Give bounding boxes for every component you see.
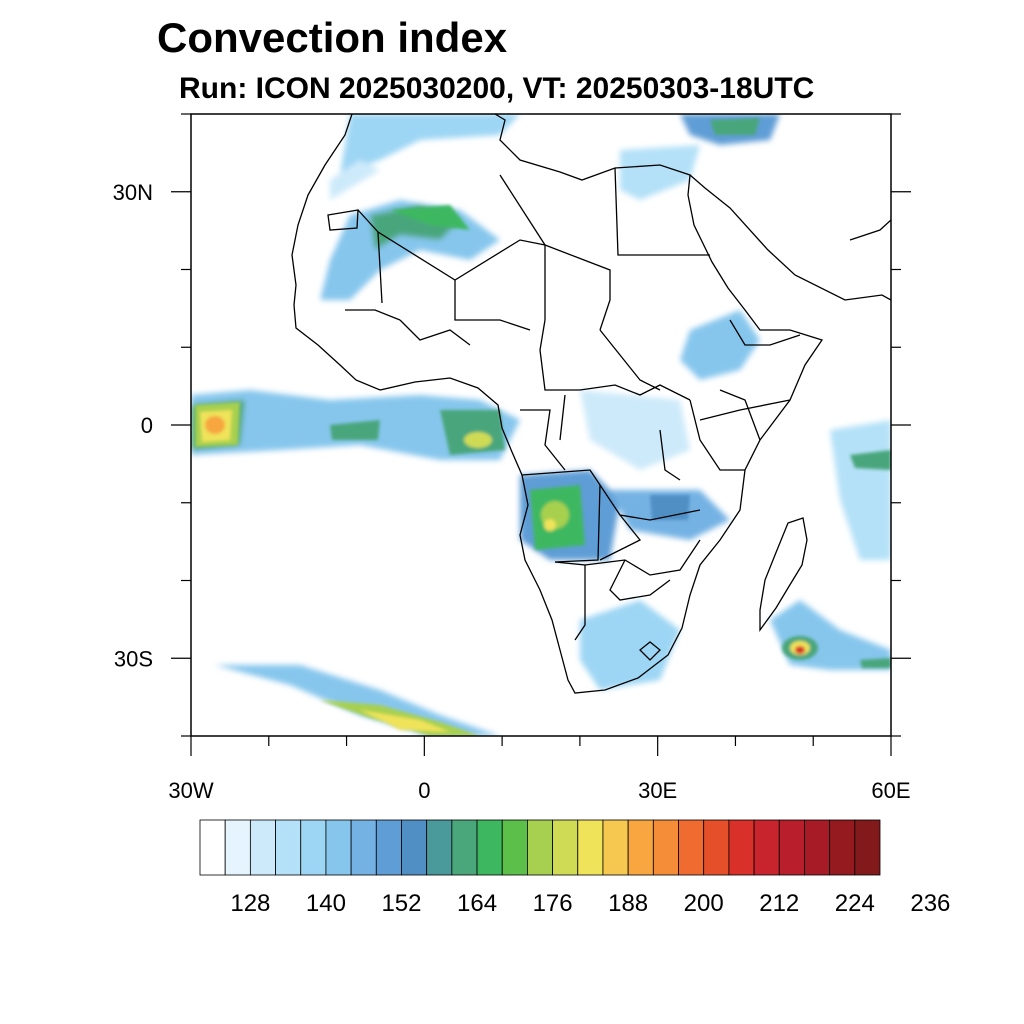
colorbar-swatch — [501, 819, 528, 876]
colorbar-tick-label: 164 — [457, 890, 497, 917]
colorbar-swatch — [249, 819, 276, 876]
colorbar-swatch — [527, 819, 553, 876]
colorbar-swatch — [350, 819, 377, 876]
colorbar-tick-label: 188 — [608, 890, 648, 917]
coastlines-and-borders — [291, 114, 891, 694]
colorbar — [199, 819, 881, 876]
colorbar-swatch — [778, 819, 805, 876]
colorbar-swatch — [678, 819, 705, 876]
lat-tick-label: 0 — [141, 413, 153, 438]
colorbar-tick-label: 176 — [533, 890, 573, 917]
lat-tick-label: 30S — [114, 646, 153, 671]
colorbar-swatch — [552, 819, 579, 876]
colorbar-swatch — [275, 819, 302, 876]
map-subtitle: Run: ICON 2025030200, VT: 20250303-18UTC — [179, 72, 815, 105]
colorbar-swatch — [728, 819, 755, 876]
colorbar-swatch — [224, 819, 251, 876]
lat-tick-label: 30N — [113, 180, 153, 205]
colorbar-swatch — [602, 819, 629, 876]
colorbar-tick-label: 152 — [381, 890, 421, 917]
colorbar-tick-label: 212 — [759, 890, 799, 917]
map-title: Convection index — [157, 14, 508, 61]
colorbar-swatch — [300, 819, 327, 876]
colorbar-tick-label: 140 — [306, 890, 346, 917]
colorbar-swatch — [426, 819, 453, 876]
colorbar-tick-label: 128 — [230, 890, 270, 917]
colorbar-swatch — [703, 819, 730, 876]
colorbar-tick-label: 200 — [684, 890, 724, 917]
lon-tick-label: 60E — [871, 778, 910, 803]
colorbar-labels: 128 140 152 164 176 188 200 212 224 236 — [230, 890, 950, 917]
colorbar-swatch — [199, 819, 226, 876]
colorbar-swatch — [577, 819, 604, 876]
lon-tick-label: 30E — [638, 778, 677, 803]
colorbar-swatch — [375, 819, 402, 876]
colorbar-swatch — [804, 819, 831, 876]
colorbar-swatch — [325, 819, 352, 876]
colorbar-swatch — [401, 819, 428, 876]
lon-tick-label: 0 — [418, 778, 430, 803]
colorbar-swatch — [652, 819, 679, 876]
colorbar-tick-label: 224 — [835, 890, 875, 917]
lon-tick-label: 30W — [168, 778, 213, 803]
colorbar-swatch — [476, 819, 503, 876]
colorbar-tick-label: 236 — [910, 890, 950, 917]
colorbar-swatch — [451, 819, 478, 876]
colorbar-swatch — [753, 819, 780, 876]
convection-field — [191, 114, 891, 736]
colorbar-swatch — [854, 819, 881, 876]
colorbar-swatch — [627, 819, 654, 876]
colorbar-swatch — [829, 819, 856, 876]
axis-ticks — [171, 113, 911, 756]
axis-tick-labels: 30N 0 30S 30W 0 30E 60E — [113, 180, 911, 803]
